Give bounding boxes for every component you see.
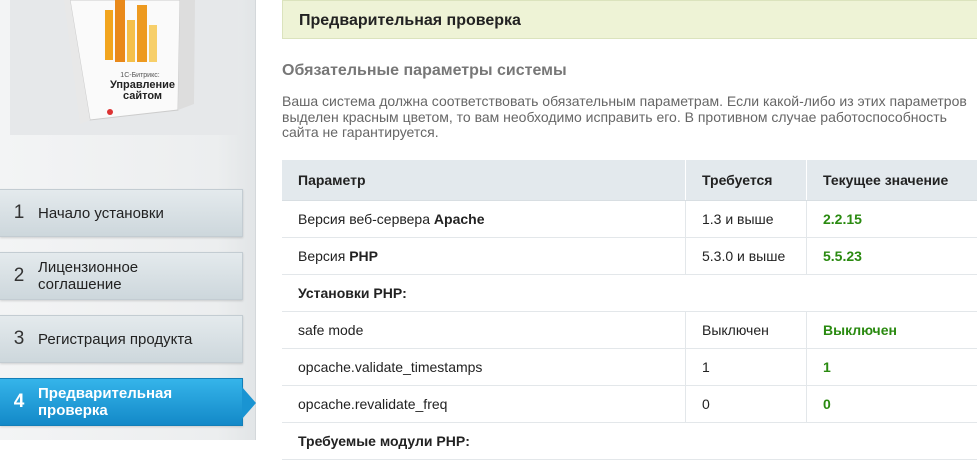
step-number: 4 xyxy=(0,391,38,413)
product-box: 1С-Битрикс: Управление сайтом xyxy=(10,0,238,135)
required-cell: 0 xyxy=(686,386,807,423)
param-cell: Версия PHP xyxy=(282,238,686,275)
main: Предварительная проверка Обязательные па… xyxy=(282,0,977,141)
param-cell: Версия веб-сервера Apache xyxy=(282,201,686,238)
page-title: Предварительная проверка xyxy=(282,0,977,39)
step-label: Регистрация продукта xyxy=(38,331,192,348)
requirements-table: Параметр Требуется Текущее значение Верс… xyxy=(282,160,977,460)
param-cell: opcache.validate_timestamps xyxy=(282,349,686,386)
step-number: 1 xyxy=(0,202,38,224)
table-row: Требуемые модули PHP: xyxy=(282,423,977,460)
current-cell: 2.2.15 xyxy=(807,201,977,238)
step-label: Начало установки xyxy=(38,205,164,222)
current-cell: 1 xyxy=(807,349,977,386)
step-number: 3 xyxy=(0,328,38,350)
step-label: Лицензионное соглашение xyxy=(38,259,168,293)
required-cell: 5.3.0 и выше xyxy=(686,238,807,275)
product-name: Управление сайтом xyxy=(105,80,180,102)
column-header: Требуется xyxy=(686,160,807,201)
required-cell: Выключен xyxy=(686,312,807,349)
param-cell: safe mode xyxy=(282,312,686,349)
section-title: Обязательные параметры системы xyxy=(282,62,977,80)
group-cell: Установки PHP: xyxy=(282,275,977,312)
current-cell: 5.5.23 xyxy=(807,238,977,275)
column-header: Параметр xyxy=(282,160,686,201)
page: {"sidebar":{"product_box":{"brand":"1С-Б… xyxy=(0,0,977,440)
param-name: Версия xyxy=(298,248,345,264)
param-bold: Apache xyxy=(434,211,485,227)
table-row: Установки PHP: xyxy=(282,275,977,312)
param-name: opcache.validate_timestamps xyxy=(298,359,482,375)
header-row: Параметр Требуется Текущее значение xyxy=(282,160,977,201)
step-number: 2 xyxy=(0,265,38,287)
current-cell: 0 xyxy=(807,386,977,423)
column-header: Текущее значение xyxy=(807,160,977,201)
group-cell: Требуемые модули PHP: xyxy=(282,423,977,460)
param-name: opcache.revalidate_freq xyxy=(298,396,447,412)
required-cell: 1 xyxy=(686,349,807,386)
description: Ваша система должна соответствовать обяз… xyxy=(282,94,972,141)
param-cell: opcache.revalidate_freq xyxy=(282,386,686,423)
step-label: Предварительная проверка xyxy=(38,385,198,419)
param-name: Версия веб-сервера xyxy=(298,211,430,227)
product-image: 1С-Битрикс: Управление сайтом xyxy=(10,0,238,135)
param-name: safe mode xyxy=(298,322,363,338)
current-cell: Выключен xyxy=(807,312,977,349)
param-bold: PHP xyxy=(349,248,378,264)
product-brand: 1С-Битрикс: xyxy=(120,72,159,79)
required-cell: 1.3 и выше xyxy=(686,201,807,238)
